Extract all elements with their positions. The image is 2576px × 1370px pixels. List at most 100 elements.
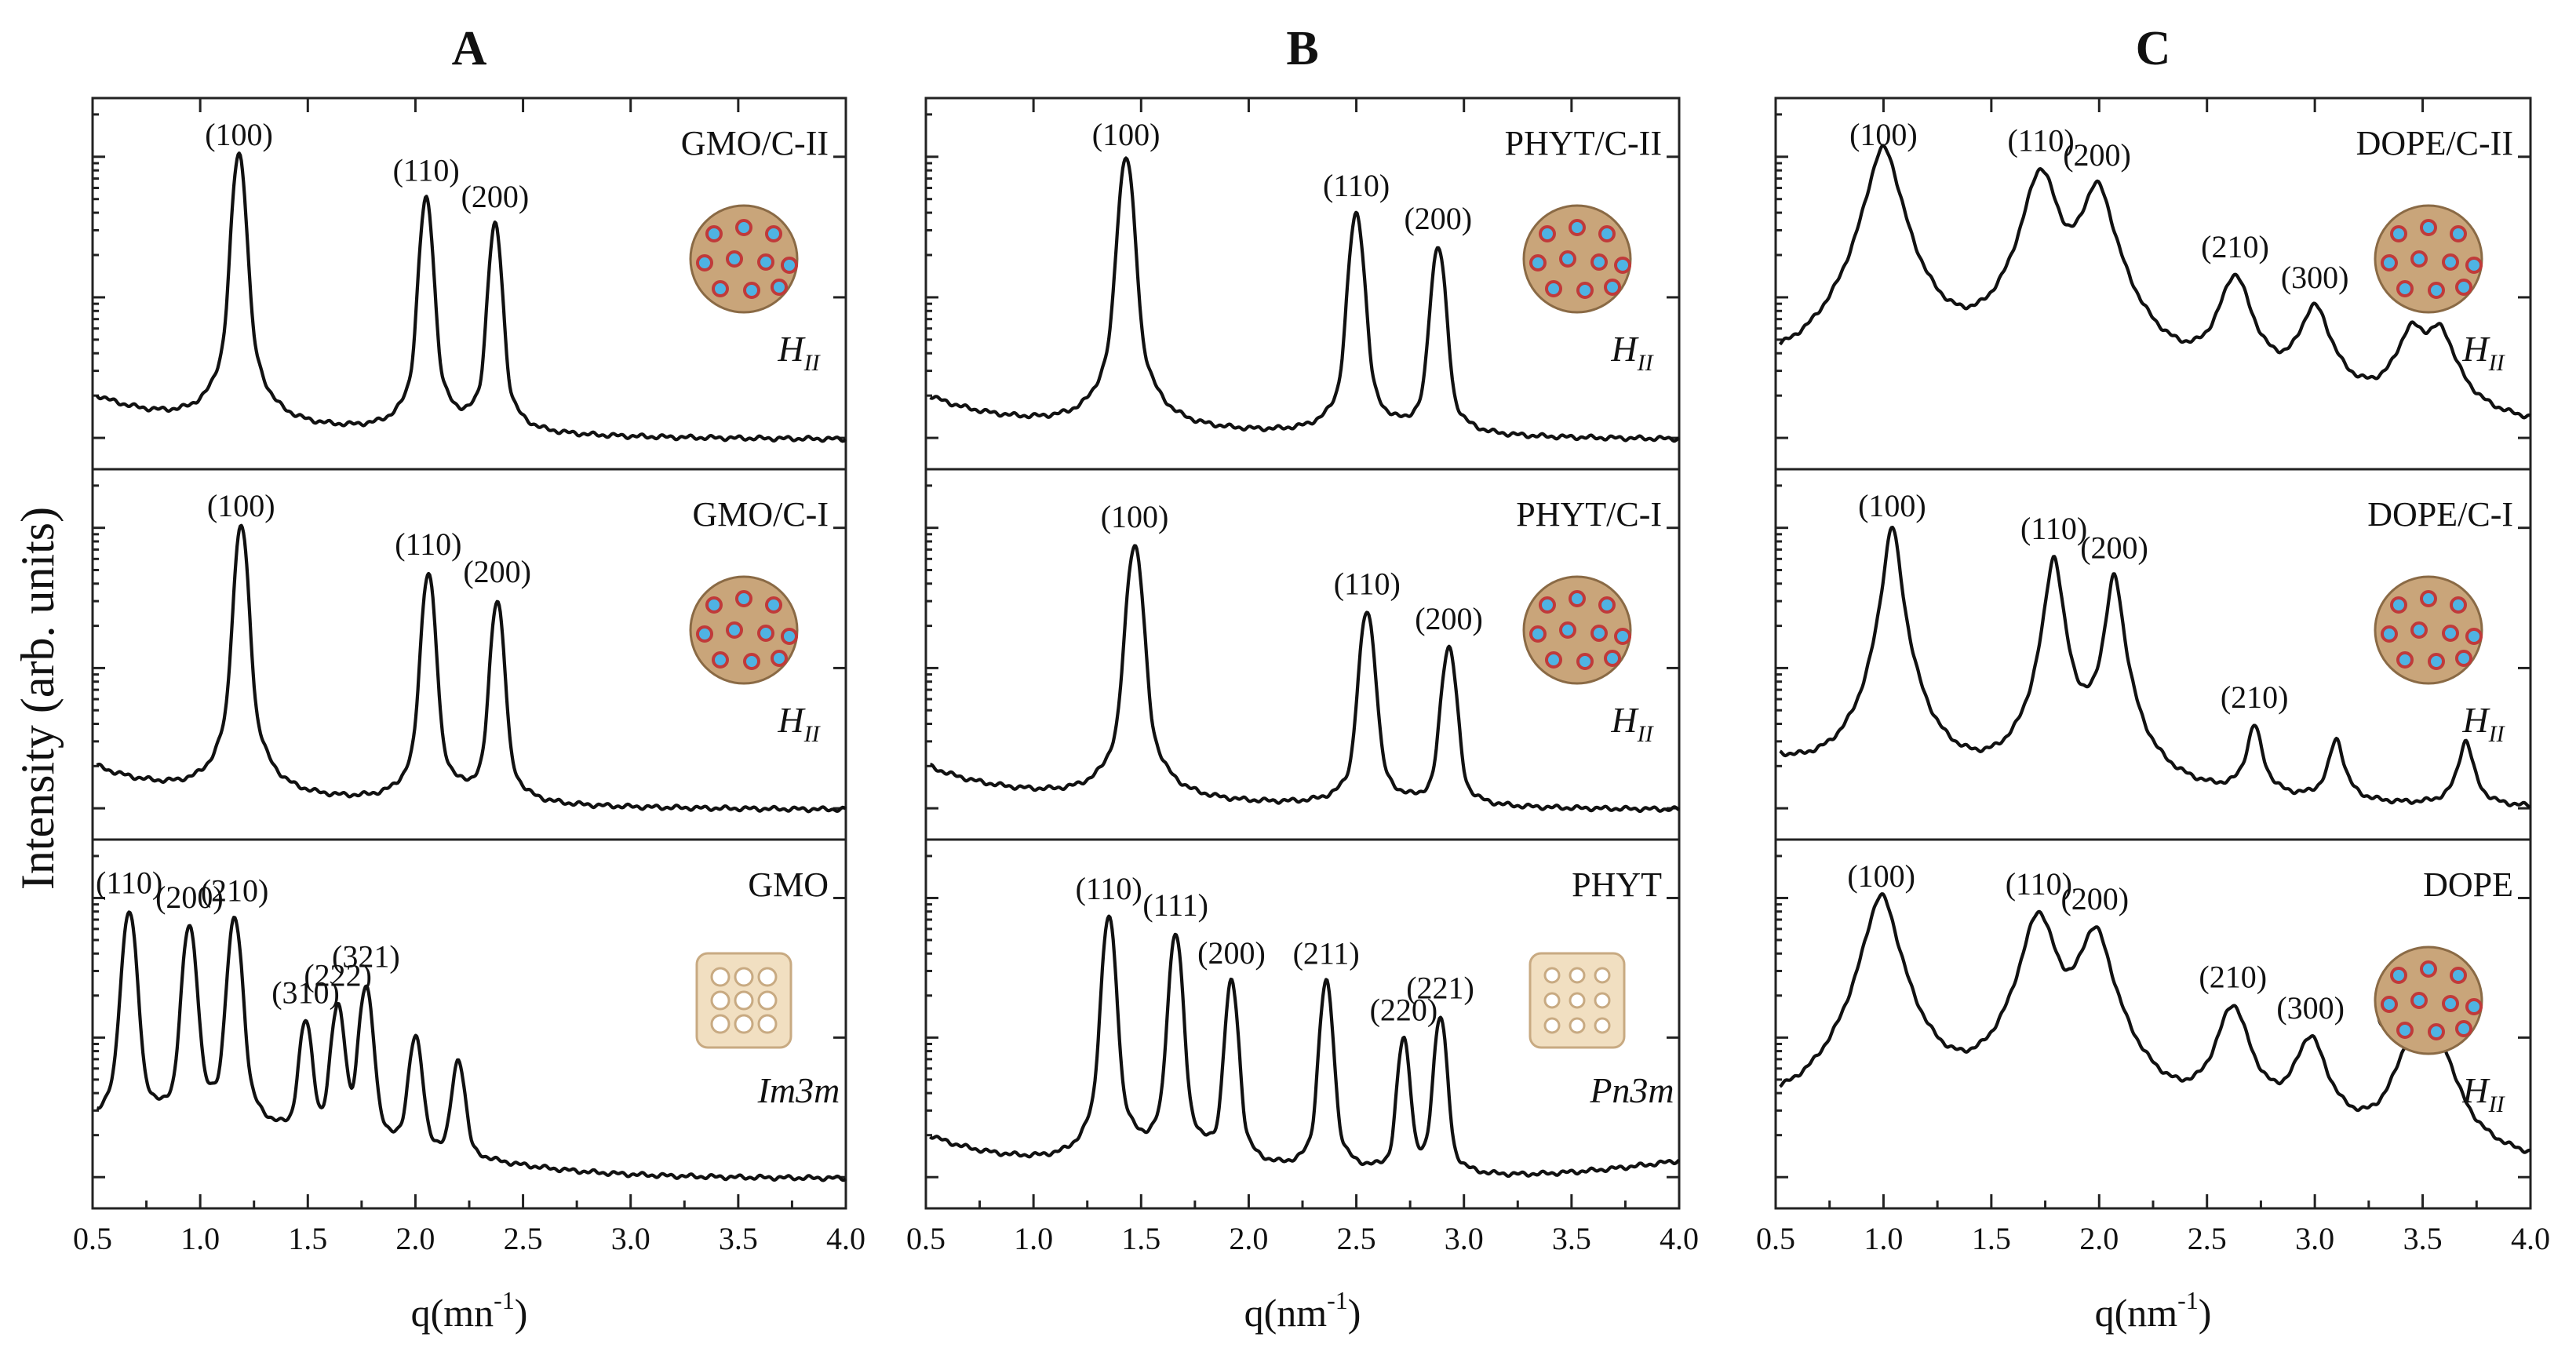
cubic-pore xyxy=(710,990,731,1011)
peak-label: (100) xyxy=(1849,117,1918,152)
phase-label-main: H xyxy=(2461,700,2490,740)
subplot: (110) (111) (200) (211) (220)(221) PHYT Pn3m xyxy=(926,854,1681,1179)
cubic-pore xyxy=(1569,992,1586,1009)
x-axis-title-close: ) xyxy=(1348,1291,1361,1335)
subplot: (110)(200)(210) (310)(222)(321) GMO Im3m xyxy=(93,854,847,1182)
phase-label: HII xyxy=(1610,700,1654,747)
micelle-dot xyxy=(1529,254,1547,271)
scattering-curve xyxy=(929,156,1680,443)
subplot: (100) (110)(200) GMO/C-I HII xyxy=(93,484,847,814)
phase-label-main: H xyxy=(2461,1070,2490,1110)
x-axis-title-close: ) xyxy=(2199,1291,2212,1335)
x-tick-label: 0.5 xyxy=(1756,1221,1795,1256)
peak-label: (110) xyxy=(2007,123,2074,158)
sample-label: GMO xyxy=(748,865,829,904)
micelle-dot xyxy=(2442,995,2459,1012)
micelle-dot xyxy=(1576,282,1594,299)
micelle-dot xyxy=(2381,254,2398,271)
x-axis-title: q(nm-1) xyxy=(1244,1286,1361,1335)
phase-label-main: H xyxy=(1610,700,1639,740)
peak-label: (200) xyxy=(463,554,531,589)
sample-label: DOPE xyxy=(2423,865,2513,904)
micelle-dot xyxy=(757,625,774,642)
micelle-dot xyxy=(2450,596,2467,614)
x-tick-label: 2.0 xyxy=(2079,1221,2119,1256)
peak-label: (100) xyxy=(1858,488,1926,523)
micelle-dot xyxy=(705,596,723,614)
peak-label: (211) xyxy=(1293,936,1360,971)
micelle-dot xyxy=(1559,621,1576,639)
micelle-dot xyxy=(1598,596,1616,614)
micelle-dot xyxy=(757,253,774,271)
phase-label-sub: II xyxy=(2488,721,2506,747)
scattering-curve xyxy=(96,910,847,1182)
phase-label-main: H xyxy=(777,700,806,740)
peak-label: (110) xyxy=(1323,168,1390,203)
micelle-dot xyxy=(712,651,729,669)
cubic-pore xyxy=(734,990,754,1011)
peak-label: (110) xyxy=(2020,511,2087,546)
micelle-dot xyxy=(726,250,743,268)
phase-label: Pn3m xyxy=(1589,1070,1674,1110)
sample-label: PHYT xyxy=(1572,865,1662,904)
micelle-dot xyxy=(2381,996,2398,1013)
micelle-dot xyxy=(696,254,713,271)
x-tick-label: 1.5 xyxy=(1121,1221,1160,1256)
peak-label: (110) xyxy=(395,527,461,562)
micelle-dot xyxy=(1590,625,1608,642)
micelle-dot xyxy=(2410,992,2428,1009)
scattering-curve xyxy=(1778,144,2531,420)
peak-label: (100) xyxy=(1101,499,1169,534)
x-tick-label: 2.0 xyxy=(395,1221,435,1256)
phase-label-sub: II xyxy=(2488,350,2506,376)
x-tick-label: 0.5 xyxy=(906,1221,946,1256)
phase-label-main: Pn3m xyxy=(1589,1070,1674,1110)
x-tick-label: 2.5 xyxy=(1337,1221,1376,1256)
x-tick-label: 3.0 xyxy=(1445,1221,1484,1256)
phase-illustration xyxy=(689,204,799,314)
micelle-dot xyxy=(2450,967,2467,984)
phase-label: HII xyxy=(777,700,821,747)
panel-b: B 0.5 1.0 1.5 2.0 2.5 3.0 3.5 4.0 q(nm-1) (100) (11… xyxy=(906,22,1699,1335)
x-axis-title: q(mn-1) xyxy=(411,1286,528,1335)
micelle-dot xyxy=(1604,650,1621,667)
scattering-curve xyxy=(1779,526,2531,809)
x-axis-title-close: ) xyxy=(515,1291,528,1335)
cubic-pore xyxy=(1543,992,1561,1009)
cubic-pore xyxy=(1594,992,1611,1009)
y-axis-title: Intensity (arb. units) xyxy=(12,507,64,890)
phase-label-main: Im3m xyxy=(757,1070,840,1110)
subplot: (100) (110) (200) PHYT/C-II HII xyxy=(926,113,1680,443)
phase-label: HII xyxy=(2461,1070,2505,1117)
phase-illustration xyxy=(2374,204,2483,314)
peak-label: (100) xyxy=(205,117,273,152)
panel-letter: C xyxy=(2136,22,2171,75)
phase-label-sub: II xyxy=(1637,350,1655,376)
peak-label: (300) xyxy=(2281,260,2349,295)
peak-label: (200) xyxy=(2063,137,2131,173)
peak-label: (110) xyxy=(1334,566,1401,601)
peak-label: (210) xyxy=(2201,229,2269,264)
micelle-dot xyxy=(2465,628,2483,645)
x-tick-label: 4.0 xyxy=(826,1221,865,1256)
micelle-dot xyxy=(2420,960,2437,978)
panel-letter: B xyxy=(1286,22,1318,75)
sample-label: DOPE/C-II xyxy=(2356,124,2513,162)
phase-illustration xyxy=(2374,946,2483,1055)
cubic-pore xyxy=(1594,967,1611,984)
micelle-dot xyxy=(735,590,752,607)
x-axis-title-base: q(nm xyxy=(1244,1291,1328,1335)
micelle-dot xyxy=(2455,1020,2472,1037)
micelle-dot xyxy=(2396,651,2414,669)
micelle-dot xyxy=(2390,596,2407,614)
subplot: (100) (110)(200) (210) (300) DOPE/C-II HII xyxy=(1776,113,2531,439)
micelle-dot xyxy=(2465,998,2483,1015)
phase-illustration xyxy=(1522,204,1632,314)
micelle-dot xyxy=(1614,628,1631,645)
micelle-dot xyxy=(2442,253,2459,271)
micelle-dot xyxy=(1545,280,1562,297)
phase-label-sub: II xyxy=(803,350,822,376)
subplot: (100) (110)(200) (210) DOPE/C-I HII xyxy=(1776,484,2531,810)
peak-label: (222) xyxy=(304,957,372,993)
micelle-dot xyxy=(2455,279,2472,296)
